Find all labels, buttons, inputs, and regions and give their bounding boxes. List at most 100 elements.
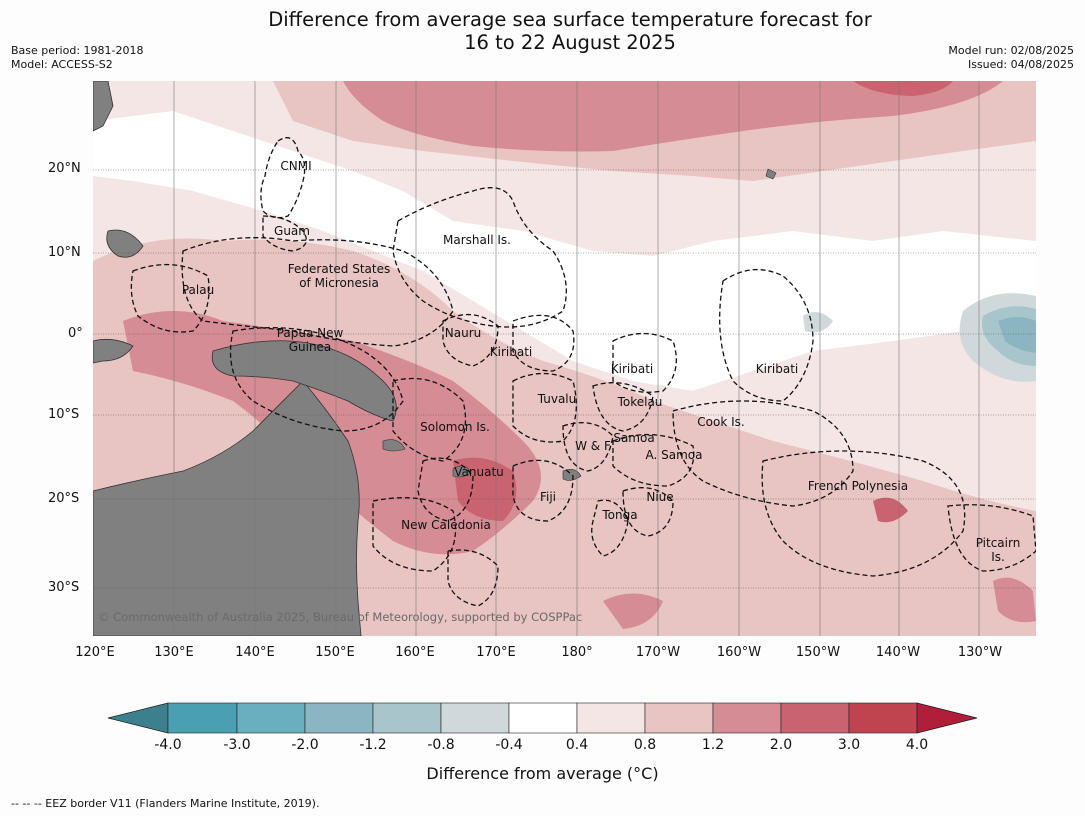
lon-label-150w: 150°W: [795, 645, 841, 660]
region-label-cook: Cook Is.: [697, 415, 745, 429]
region-label-nauru: Nauru: [444, 326, 482, 340]
colorbar-segment-6: [508, 702, 578, 734]
colorbar-segment-11: [848, 702, 918, 734]
eez-tokelau: [592, 382, 654, 432]
region-label-png-2: Guinea: [288, 340, 332, 354]
eez-legend-note: -- -- -- EEZ border V11 (Flanders Marine…: [11, 797, 320, 810]
lon-label-140e: 140°E: [235, 645, 275, 660]
indonesia-landmass: [93, 338, 134, 364]
region-label-guam: Guam: [274, 224, 310, 238]
title-line-1: Difference from average sea surface temp…: [268, 8, 872, 31]
colorbar-segment-1: [167, 702, 238, 734]
anomaly-field-1p2-2p0-north: [343, 81, 1003, 152]
colorbar-tick-8: 0.8: [633, 737, 657, 753]
lat-label-20n: 20°N: [48, 161, 81, 176]
eez-tonga: [591, 499, 629, 557]
eez-guam: [262, 215, 307, 252]
eez-png: [229, 327, 404, 432]
copyright-notice: © Commonwealth of Australia 2025, Bureau…: [98, 610, 583, 624]
eez-norfolk: [447, 549, 499, 607]
region-label-kiribati-east: Kiribati: [755, 362, 799, 376]
lat-label-20s: 20°S: [48, 491, 80, 506]
fiji-island: [562, 469, 582, 481]
colorbar-tick-2: -3.0: [223, 737, 251, 753]
eez-vanuatu: [417, 457, 474, 522]
eez-palau: [130, 263, 210, 333]
hawaii-island: [765, 168, 777, 180]
eez-solomon: [392, 377, 467, 462]
eez-french-polynesia: [761, 450, 966, 577]
region-label-fiji: Fiji: [539, 490, 557, 504]
sst-anomaly-map: CNMI Guam Marshall Is. Federated States …: [93, 81, 1036, 636]
map-canvas: [93, 81, 1036, 636]
lon-label-140w: 140°W: [875, 645, 921, 660]
palawan-landmass: [106, 229, 144, 258]
region-label-kiribati-central: Kiribati: [610, 362, 654, 376]
colorbar-segment-10: [780, 702, 850, 734]
meta-left: Base period: 1981-2018 Model: ACCESS-S2: [11, 44, 143, 72]
anomaly-field-cool-3: [998, 317, 1036, 353]
region-label-micronesia-2: of Micronesia: [299, 276, 379, 290]
eez-kiribati-east: [719, 268, 814, 402]
colorbar-tick-3: -2.0: [291, 737, 319, 753]
colorbar-segment-3: [304, 702, 374, 734]
eez-cnmi: [260, 137, 306, 219]
lon-label-130e: 130°E: [154, 645, 194, 660]
region-label-png-1: Papua New: [276, 326, 344, 340]
colorbar-title: Difference from average (°C): [0, 764, 1085, 783]
anomaly-field-1p2-2p0-southeast: [993, 577, 1036, 623]
base-period: Base period: 1981-2018: [11, 44, 144, 57]
colorbar-segment-8: [644, 702, 714, 734]
region-label-pitcairn-1: Pitcairn: [975, 536, 1021, 550]
colorbar-tick-11: 3.0: [837, 737, 861, 753]
colorbar-tick-7: 0.4: [565, 737, 589, 753]
region-label-american-samoa: A. Samoa: [645, 448, 703, 462]
lon-label-150e: 150°E: [315, 645, 355, 660]
anomaly-field-2p0-3p0-north: [853, 81, 953, 96]
eez-niue: [622, 487, 674, 537]
model-name: Model: ACCESS-S2: [11, 58, 113, 71]
eez-pitcairn: [947, 504, 1036, 572]
region-label-new-caledonia: New Caledonia: [401, 518, 491, 532]
region-label-marshall: Marshall Is.: [443, 233, 511, 247]
lon-label-170w: 170°W: [635, 645, 681, 660]
colorbar-segment-4: [372, 702, 442, 734]
colorbar-segment-2: [236, 702, 306, 734]
title-line-2: 16 to 22 August 2025: [464, 31, 676, 54]
eez-micronesia: [181, 237, 454, 347]
longitude-gridlines: [173, 81, 980, 636]
new-guinea-landmass: [211, 340, 397, 422]
eez-marshall: [392, 187, 567, 328]
lon-label-170e: 170°E: [476, 645, 516, 660]
lat-label-10s: 10°S: [48, 407, 80, 422]
eez-fiji: [512, 459, 574, 522]
colorbar: [107, 702, 978, 734]
new-caledonia-island: [382, 439, 406, 452]
region-label-tonga: Tonga: [602, 508, 638, 522]
colorbar-extend-low: [107, 702, 169, 734]
colorbar-tick-6: -0.4: [495, 737, 523, 753]
colorbar-tick-4: -1.2: [359, 737, 387, 753]
colorbar-title-text: Difference from average (°C): [426, 764, 659, 783]
region-label-kiribati-west: Kiribati: [489, 345, 533, 359]
region-label-micronesia-1: Federated States: [287, 262, 391, 276]
philippines-landmass: [93, 81, 114, 132]
colorbar-segment-5: [440, 702, 510, 734]
region-label-niue: Niue: [646, 490, 674, 504]
model-run: Model run: 02/08/2025: [948, 44, 1074, 57]
colorbar-tick-9: 1.2: [701, 737, 725, 753]
colorbar-tick-10: 2.0: [769, 737, 793, 753]
latitude-gridlines: [93, 169, 1036, 589]
region-label-cnmi: CNMI: [280, 159, 312, 173]
anomaly-field-1p2-2p0-south: [603, 593, 663, 629]
eez-tuvalu: [512, 372, 577, 443]
lon-label-130w: 130°W: [957, 645, 1003, 660]
lon-label-160w: 160°W: [716, 645, 762, 660]
lat-label-30s: 30°S: [48, 580, 80, 595]
anomaly-field-neutral: [93, 111, 1036, 391]
region-label-samoa: Samoa: [613, 431, 655, 445]
lat-label-eq: 0°: [68, 326, 83, 341]
eez-wf: [562, 422, 614, 472]
issued-date: Issued: 04/08/2025: [967, 58, 1074, 71]
eez-new-caledonia: [372, 497, 457, 572]
